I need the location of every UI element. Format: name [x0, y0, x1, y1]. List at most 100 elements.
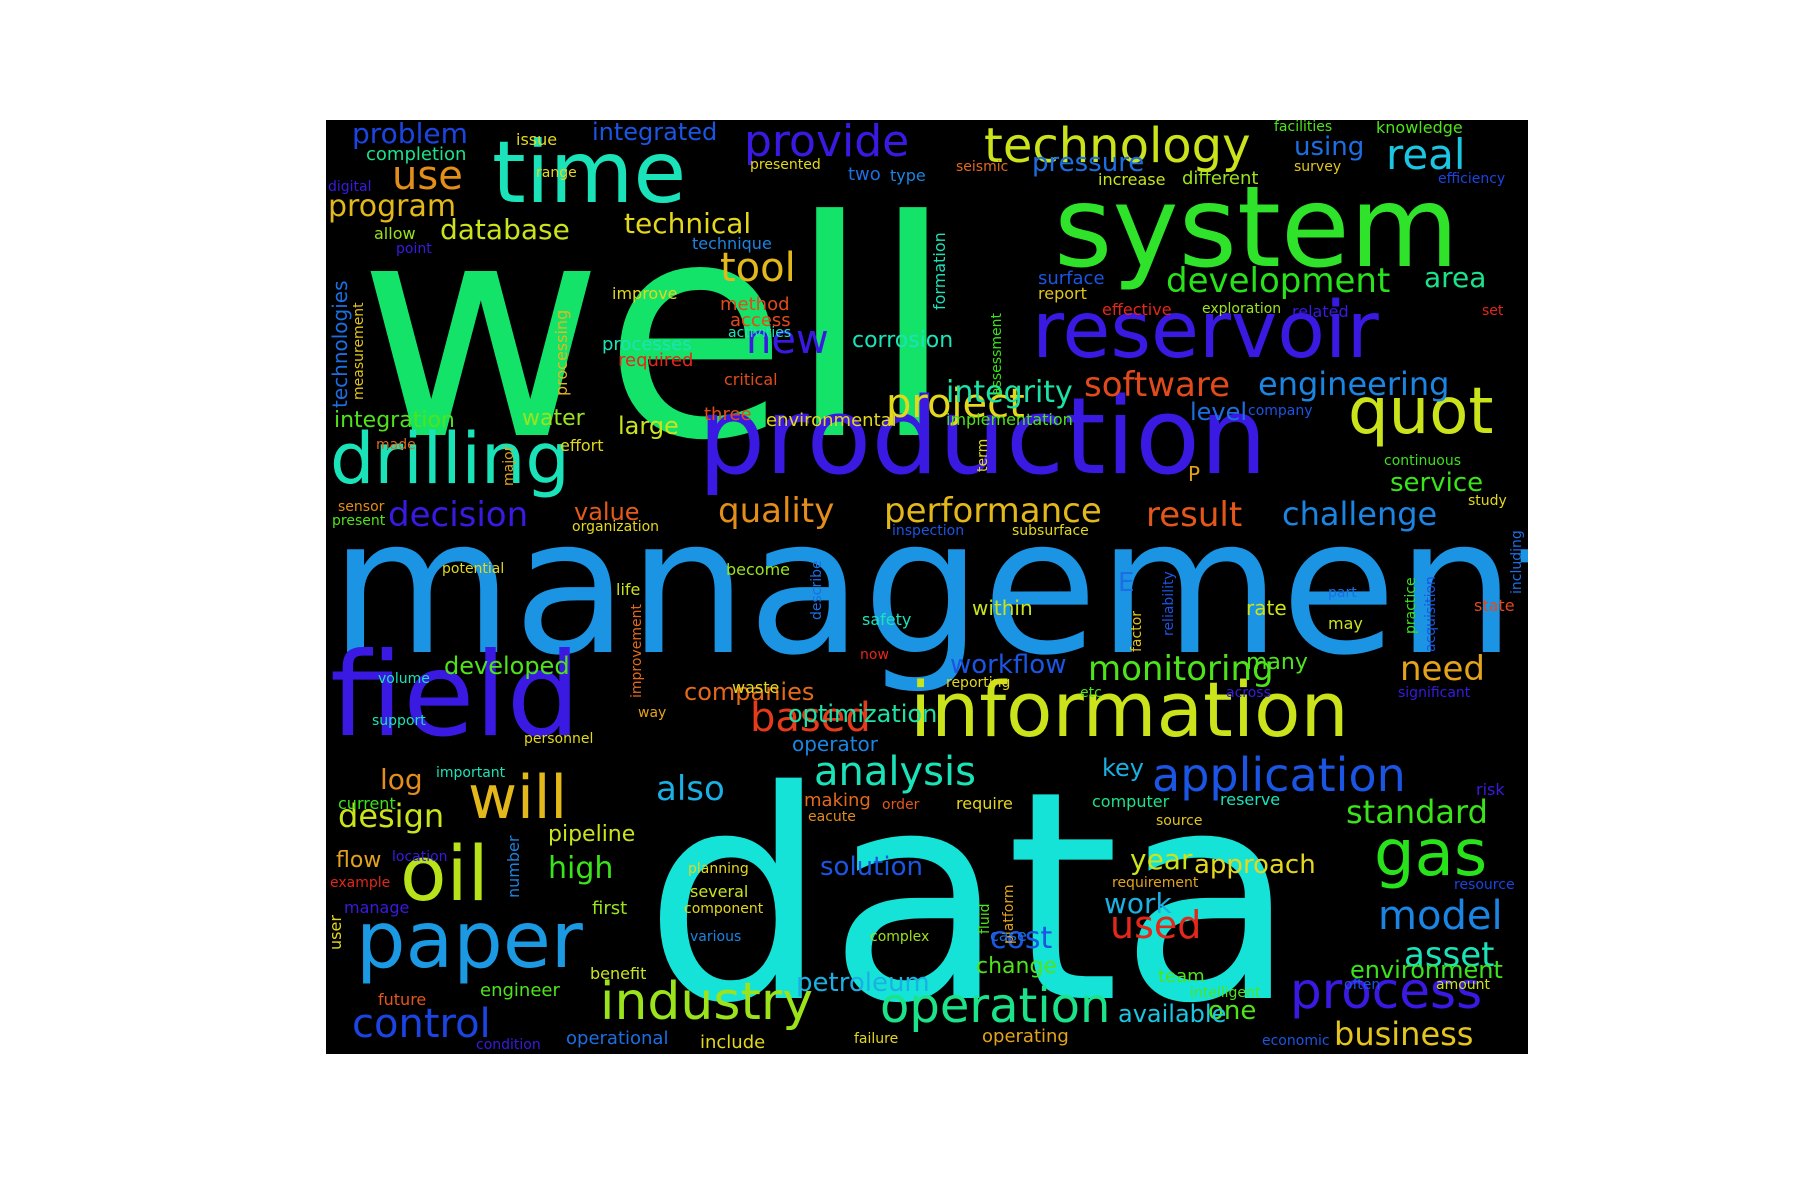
word: performance [884, 491, 1102, 531]
word: future [378, 990, 427, 1009]
word: reserve [1220, 790, 1281, 809]
word: support [372, 713, 426, 729]
word: computer [1092, 792, 1170, 811]
word: become [726, 560, 791, 579]
word: asset [1404, 935, 1495, 975]
word: integrated [592, 120, 718, 146]
word: quot [1348, 375, 1494, 449]
word: time [492, 123, 687, 223]
word: practice [1403, 577, 1419, 634]
word: result [1146, 495, 1243, 535]
word: within [972, 596, 1033, 620]
word: now [860, 647, 889, 663]
word: new [746, 317, 829, 363]
word: improvement [629, 604, 645, 698]
word: major [501, 445, 517, 486]
word: survey [1294, 159, 1342, 175]
word: require [956, 794, 1013, 813]
word: technical [624, 207, 752, 240]
word: petroleum [796, 968, 930, 998]
word: oil [400, 829, 489, 918]
word: environment [1350, 956, 1503, 984]
word: manage [344, 898, 410, 917]
word: need [1400, 649, 1485, 689]
word: corrosion [852, 328, 954, 353]
word: waste [732, 678, 780, 697]
word: challenge [1282, 495, 1438, 533]
word: location [392, 849, 448, 865]
word: point [396, 241, 432, 257]
word: real [1386, 130, 1466, 179]
word: safety [862, 610, 912, 629]
word: technologies [328, 280, 352, 409]
word: range [536, 165, 577, 181]
word: presented [750, 157, 821, 173]
word: knowledge [1376, 120, 1463, 137]
word: database [440, 213, 570, 246]
word: required [618, 350, 694, 371]
word: across [1226, 685, 1271, 701]
word: condition [476, 1037, 541, 1053]
word: often [1344, 977, 1381, 993]
word: way [638, 705, 667, 721]
word: significant [1398, 685, 1471, 701]
word: approach [1194, 850, 1316, 880]
word: efficiency [1438, 171, 1506, 187]
word: using [1294, 132, 1365, 162]
word: number [504, 835, 523, 898]
word: control [352, 1001, 491, 1047]
word: activities [728, 325, 792, 341]
word: also [656, 769, 725, 809]
word: value [574, 498, 640, 526]
word: rate [1246, 596, 1287, 620]
word: environmental [766, 410, 897, 431]
word: report [1038, 284, 1087, 303]
word: issue [516, 130, 558, 149]
word: log [380, 763, 423, 796]
word: improve [612, 284, 678, 303]
word: industry [600, 972, 814, 1032]
word: reservoir [1032, 286, 1379, 376]
word: well [358, 157, 955, 506]
word: part [1328, 585, 1357, 601]
word: digital [328, 179, 372, 195]
word: pressure [1032, 148, 1145, 178]
word: inspection [892, 523, 965, 539]
word: will [468, 763, 568, 833]
word: model [1378, 893, 1503, 939]
word: allow [374, 224, 416, 243]
word: service [1390, 468, 1484, 498]
word: cost [990, 921, 1053, 956]
word: operating [982, 1026, 1069, 1047]
word: include [700, 1032, 766, 1053]
word: etc [1080, 685, 1102, 701]
word: state [1474, 596, 1515, 615]
word: work [1104, 887, 1172, 920]
word: integrity [946, 375, 1073, 410]
word: present [332, 513, 386, 529]
word: key [1102, 754, 1145, 782]
word-cloud: well data management system production f… [326, 120, 1528, 1054]
word: engineering [1258, 365, 1450, 403]
word: E [1118, 568, 1135, 598]
word: measurement [351, 302, 367, 400]
word: method [720, 294, 790, 315]
word: technology [984, 120, 1251, 174]
word: including [1509, 530, 1525, 594]
word: team [1158, 966, 1205, 987]
word: increase [1098, 170, 1166, 189]
word: reliability [1161, 571, 1177, 636]
word: seismic [956, 159, 1009, 175]
word: benefit [590, 964, 647, 983]
word: standard [1346, 793, 1488, 831]
word: analysis [814, 749, 976, 795]
word: based [750, 695, 871, 741]
word: user [326, 915, 345, 950]
word: two [848, 164, 881, 185]
word: one [1208, 996, 1257, 1026]
word: provide [744, 120, 910, 167]
word: management [330, 478, 1528, 697]
word: developed [444, 652, 570, 680]
word: company [1248, 403, 1313, 419]
word: source [1156, 813, 1203, 829]
